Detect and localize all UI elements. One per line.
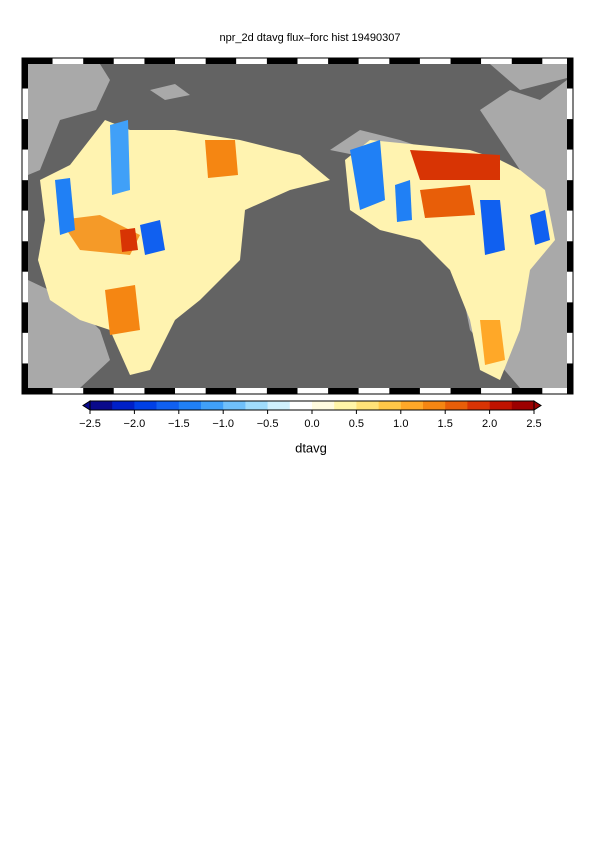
check xyxy=(542,58,573,64)
check xyxy=(297,58,329,64)
check xyxy=(52,388,84,394)
colorbar-swatch xyxy=(334,401,357,410)
colorbar-swatch xyxy=(289,401,313,410)
check xyxy=(567,210,573,242)
check xyxy=(567,332,573,364)
colorbar-swatch xyxy=(223,401,246,410)
check xyxy=(22,149,28,181)
check xyxy=(22,88,28,120)
colorbar-tick-label: 1.0 xyxy=(393,418,408,430)
colorbar-swatch xyxy=(445,401,468,410)
check xyxy=(567,119,573,150)
check xyxy=(22,58,53,64)
colorbar-arrow xyxy=(533,400,542,411)
check xyxy=(481,58,512,64)
check xyxy=(113,58,145,64)
check xyxy=(266,388,298,394)
check xyxy=(266,58,298,64)
check xyxy=(567,149,573,181)
check xyxy=(481,388,512,394)
colorbar-swatch xyxy=(467,401,490,410)
check xyxy=(22,271,28,303)
check xyxy=(22,302,28,333)
check xyxy=(567,363,573,394)
check xyxy=(567,58,573,89)
check xyxy=(22,119,28,150)
check xyxy=(297,388,329,394)
colorbar-swatch xyxy=(178,401,202,410)
check xyxy=(450,388,482,394)
colorbar-tick-label: −2.0 xyxy=(124,418,146,430)
check xyxy=(144,58,176,64)
colorbar-arrow xyxy=(82,400,91,411)
check xyxy=(567,180,573,211)
check xyxy=(175,58,206,64)
check xyxy=(419,58,451,64)
colorbar-swatch xyxy=(134,401,157,410)
frame-border xyxy=(21,57,574,395)
check xyxy=(22,58,28,89)
map-title: npr_2d dtavg flux–forc hist 19490307 xyxy=(219,32,400,44)
check xyxy=(144,388,176,394)
check xyxy=(236,58,267,64)
colorbar-swatch xyxy=(511,401,535,410)
colorbar-tick-label: −0.5 xyxy=(257,418,279,430)
check xyxy=(205,58,237,64)
check xyxy=(83,58,114,64)
check xyxy=(236,388,267,394)
check xyxy=(22,363,28,394)
colorbar-swatch xyxy=(156,401,180,410)
check xyxy=(567,271,573,303)
colorbar-tick-label: 0.0 xyxy=(304,418,319,430)
colorbar-tick-label: −2.5 xyxy=(79,418,101,430)
check xyxy=(205,388,237,394)
check xyxy=(175,388,206,394)
check xyxy=(358,388,390,394)
check xyxy=(567,88,573,120)
check xyxy=(22,332,28,364)
check xyxy=(511,388,543,394)
check xyxy=(113,388,145,394)
check xyxy=(52,58,84,64)
check xyxy=(328,58,359,64)
colorbar-label: dtavg xyxy=(295,440,327,455)
check xyxy=(450,58,482,64)
colorbar-swatch xyxy=(90,401,113,410)
colorbar-tick-label: 0.5 xyxy=(349,418,364,430)
colorbar-swatch xyxy=(378,401,402,410)
check xyxy=(567,302,573,333)
check xyxy=(419,388,451,394)
colorbar-tick-label: −1.0 xyxy=(212,418,234,430)
colorbar-swatch xyxy=(356,401,379,410)
colorbar-tick-label: 2.0 xyxy=(482,418,497,430)
check xyxy=(22,241,28,272)
map xyxy=(21,57,574,395)
colorbar-swatch xyxy=(201,401,224,410)
check xyxy=(22,180,28,211)
check xyxy=(328,388,359,394)
colorbar-swatch xyxy=(489,401,513,410)
data-field xyxy=(38,120,555,380)
colorbar-swatch xyxy=(245,401,268,410)
colorbar-swatch xyxy=(312,401,335,410)
check xyxy=(22,388,53,394)
check xyxy=(22,210,28,242)
check xyxy=(567,241,573,272)
check xyxy=(389,58,420,64)
colorbar-tick-label: 1.5 xyxy=(438,418,453,430)
colorbar-swatch xyxy=(400,401,424,410)
frame-checks xyxy=(21,57,574,395)
colorbar-swatch xyxy=(267,401,291,410)
colorbar-swatch xyxy=(423,401,446,410)
check xyxy=(358,58,390,64)
colorbar-tick-label: 2.5 xyxy=(526,418,541,430)
check xyxy=(83,388,114,394)
check xyxy=(511,58,543,64)
colorbar-swatch xyxy=(112,401,135,410)
colorbar-tick-label: −1.5 xyxy=(168,418,190,430)
check xyxy=(542,388,573,394)
check xyxy=(389,388,420,394)
colorbar: −2.5 −2.0 −1.5 −1.0 −0.5 0.0 0.5 1.0 1.5 2.0 2.5 xyxy=(79,400,542,430)
